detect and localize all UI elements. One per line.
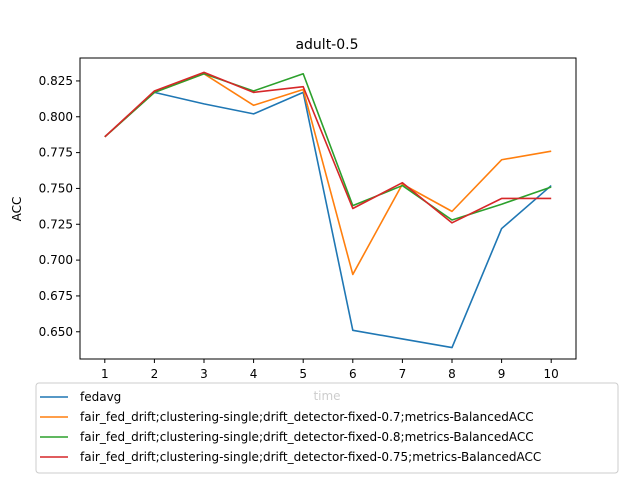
y-axis-label: ACC: [10, 197, 24, 222]
y-tick-label: 0.650: [39, 325, 73, 339]
x-tick-label: 10: [544, 367, 559, 381]
legend-label: fair_fed_drift;clustering-single;drift_d…: [80, 450, 541, 464]
y-tick-label: 0.750: [39, 181, 73, 195]
chart-title: adult-0.5: [295, 37, 358, 53]
legend-label: fair_fed_drift;clustering-single;drift_d…: [80, 410, 534, 424]
x-tick-label: 2: [151, 367, 159, 381]
legend-label: fair_fed_drift;clustering-single;drift_d…: [80, 430, 534, 444]
plot-lines: [104, 71, 552, 349]
x-tick-label: 4: [250, 367, 258, 381]
x-tick-label: 1: [101, 367, 109, 381]
y-tick-label: 0.700: [39, 253, 73, 267]
x-tick-label: 8: [448, 367, 456, 381]
axes-frame: [79, 57, 577, 360]
y-tick-label: 0.825: [39, 74, 73, 88]
x-tick-label: 7: [399, 367, 407, 381]
y-tick-label: 0.725: [39, 217, 73, 231]
x-tick-label: 3: [200, 367, 208, 381]
legend-label: fedavg: [80, 390, 121, 404]
legend: fedavg fair_fed_drift;clustering-single;d…: [35, 382, 619, 474]
x-tick-label: 6: [349, 367, 357, 381]
series-line-1: [104, 91, 552, 349]
y-tick-label: 0.675: [39, 289, 73, 303]
y-tick-label: 0.800: [39, 110, 73, 124]
series-line-3: [104, 72, 552, 221]
y-axis: 0.650 0.675 0.700 0.725 0.750 0.775 0.800 0.825: [39, 74, 80, 339]
x-tick-label: 5: [299, 367, 307, 381]
legend-box: [35, 382, 619, 474]
series-line-4: [104, 71, 552, 224]
x-tick-label: 9: [498, 367, 506, 381]
y-tick-label: 0.775: [39, 146, 73, 160]
x-axis: 1 2 3 4 5 6 7 8 9 10: [101, 359, 559, 381]
series-line-2: [104, 72, 552, 276]
